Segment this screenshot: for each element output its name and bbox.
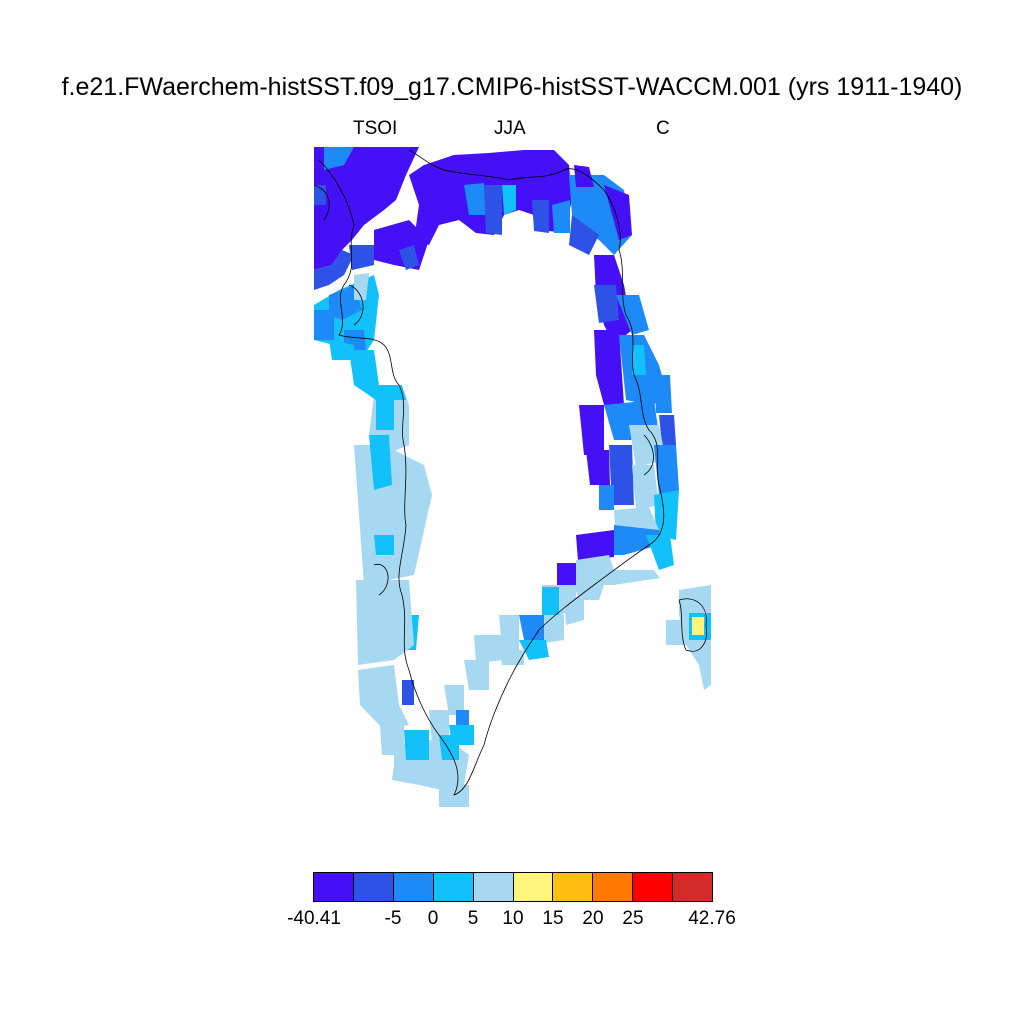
colorbar-label: 20 <box>582 908 604 929</box>
colorbar-label: -5 <box>384 908 402 929</box>
map-cells-southeast <box>444 585 584 715</box>
units-label: C <box>656 118 670 139</box>
plot-title: f.e21.FWaerchem-histSST.f09_g17.CMIP6-hi… <box>61 73 963 101</box>
colorbar-label: 25 <box>622 908 644 929</box>
colorbar-swatch <box>314 873 354 901</box>
season-label: JJA <box>494 118 526 139</box>
colorbar-swatch <box>353 873 394 901</box>
colorbar-swatch <box>633 873 674 901</box>
colorbar-swatch <box>513 873 554 901</box>
map-cells-north <box>314 147 632 290</box>
colorbar-swatch <box>553 873 594 901</box>
colorbar-label: 0 <box>427 908 439 929</box>
colorbar-label: 10 <box>502 908 524 929</box>
colorbar <box>313 872 713 902</box>
colorbar-label: 5 <box>467 908 479 929</box>
colorbar-swatch <box>433 873 474 901</box>
colorbar-label-min: -40.41 <box>287 908 341 929</box>
map-cells-iceland <box>666 585 711 690</box>
colorbar-swatch <box>393 873 434 901</box>
greenland-soil-temperature-map <box>314 147 711 807</box>
colorbar-label-max: 42.76 <box>688 908 736 929</box>
map-cells-east <box>557 255 679 600</box>
colorbar-swatch <box>593 873 634 901</box>
coastline <box>318 149 665 796</box>
variable-label: TSOI <box>353 118 398 139</box>
colorbar-label: 15 <box>542 908 564 929</box>
colorbar-swatch <box>673 873 713 901</box>
map-cells-south-west <box>314 273 474 807</box>
colorbar-swatch <box>473 873 514 901</box>
coastline-detail <box>314 184 707 652</box>
